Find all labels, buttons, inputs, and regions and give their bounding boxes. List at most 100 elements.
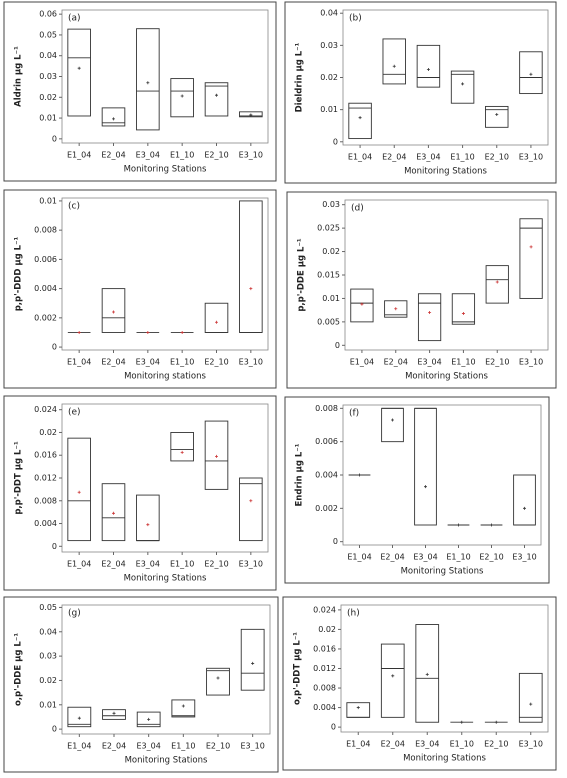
range-box [136,28,160,131]
x-tick-label: E1_04 [350,358,374,367]
x-tick-label: E1_04 [67,358,91,367]
x-tick-label: E2_04 [102,742,126,751]
mean-marker [251,661,255,665]
y-tick-label: 0.025 [317,224,340,233]
y-tick-label: 0.04 [39,627,57,636]
y-tick-label: 0.006 [34,255,57,264]
range-box [416,44,441,88]
mean-marker [180,94,184,98]
range-box [67,28,91,117]
x-axis-title: Monitoring stations [124,372,206,382]
y-axis-title: o,p'-DDE µg L⁻¹ [14,633,24,706]
range-box [346,702,371,718]
mean-marker [249,499,253,503]
mean-marker [394,307,398,311]
panel-label: (a) [68,14,81,24]
x-tick-label: E3_04 [413,553,437,562]
range-box [384,300,408,318]
x-tick-label: E2_10 [485,153,509,162]
x-tick-label: E1_10 [446,553,470,562]
panel-label: (h) [347,609,360,619]
y-tick-label: 0.002 [34,313,57,322]
range-box [204,302,229,333]
y-tick-label: 0 [333,137,338,146]
range-box [513,474,536,526]
y-tick-label: 0.024 [34,405,57,414]
x-tick-label: E3_10 [239,358,263,367]
x-tick-label: E3_10 [239,151,263,160]
mean-marker [77,716,81,720]
x-tick-label: E2_04 [381,740,405,749]
mean-marker [249,287,253,291]
plot-area [61,604,271,735]
range-box [67,437,91,542]
panel-frame [3,596,279,773]
y-tick-label: 0.012 [313,664,336,673]
y-tick-label: 0.016 [313,644,336,653]
panel-frame [3,1,277,182]
x-tick-label: E3_04 [136,560,160,569]
mean-marker [529,72,533,76]
panel-label: (g) [68,609,81,619]
x-axis-title: Monitoring Stations [404,167,487,177]
range-box [204,420,229,490]
x-tick-label: E2_04 [380,553,404,562]
y-tick-label: 0.04 [39,51,57,60]
x-tick-label: E1_04 [67,560,91,569]
range-box [381,407,404,443]
x-tick-label: E3_04 [417,358,441,367]
y-tick-label: 0 [52,134,57,143]
y-tick-label: 0.01 [39,700,57,709]
x-tick-label: E2_04 [384,358,408,367]
y-tick-label: 0.06 [39,10,57,19]
y-tick-label: 0.02 [320,73,338,82]
range-box [414,407,437,526]
x-tick-label: E3_04 [136,358,160,367]
mean-marker [146,523,150,527]
y-tick-label: 0.008 [34,226,57,235]
mean-marker [112,117,115,121]
x-axis-title: Monitoring Stations [401,567,484,577]
mean-marker [215,93,218,97]
range-box [136,494,160,542]
mean-marker [495,112,499,116]
range-box [206,667,230,696]
y-axis-title: Dieldrin µg L⁻¹ [295,42,305,112]
x-tick-label: E2_10 [484,740,508,749]
y-tick-label: 0.008 [313,684,336,693]
x-tick-label: E3_10 [512,553,536,562]
x-tick-label: E1_10 [450,153,474,162]
range-box [451,293,476,325]
mean-marker [180,330,184,334]
mean-marker [495,280,499,284]
panel-frame [282,596,557,771]
plot-area [340,604,549,733]
x-tick-label: E3_04 [415,740,439,749]
x-tick-label: E3_10 [241,742,265,751]
y-tick-label: 0.01 [322,294,340,303]
range-box [380,643,405,718]
range-box [67,706,92,728]
mean-marker [424,485,427,489]
y-tick-label: 0.006 [315,437,338,446]
y-tick-label: 0.03 [39,652,57,661]
x-tick-label: E1_10 [170,358,194,367]
mean-marker [461,311,465,315]
mean-marker [460,720,464,724]
range-box [485,105,509,128]
y-tick-label: 0.004 [34,284,57,293]
range-box [171,699,196,718]
x-tick-label: E2_10 [204,560,228,569]
mean-marker [428,311,432,314]
mean-marker [529,702,533,706]
panel-label: (d) [351,204,364,214]
panel-label: (f) [349,409,359,419]
mean-marker [529,245,533,249]
x-tick-label: E1_04 [67,742,91,751]
x-tick-label: E1_04 [347,553,371,562]
range-box [101,483,126,542]
y-tick-label: 0.05 [39,603,57,612]
range-box [350,288,374,323]
y-tick-label: 0.01 [39,196,57,205]
range-box [519,218,543,299]
